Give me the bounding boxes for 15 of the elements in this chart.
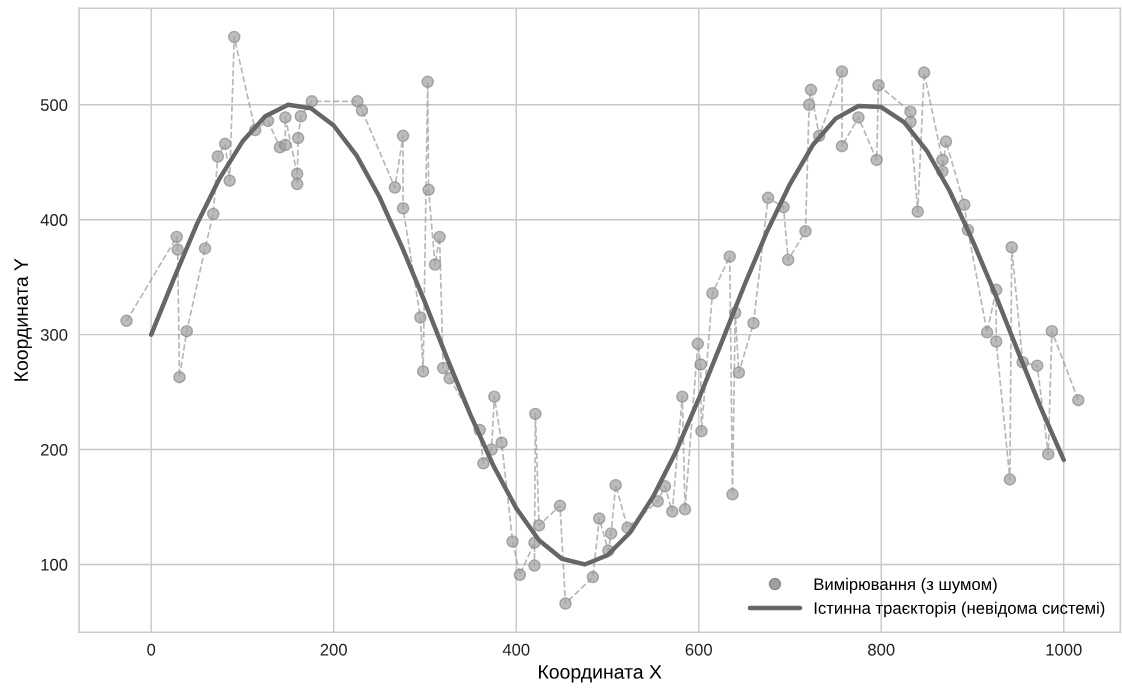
x-tick-label: 800 — [868, 643, 895, 656]
x-tick-label: 1000 — [1046, 643, 1082, 656]
y-tick-label: 300 — [40, 329, 68, 341]
legend-label: Вимірювання (з шумом) — [814, 577, 997, 594]
y-tick-label: 500 — [40, 99, 68, 111]
y-tick-label: 200 — [41, 443, 68, 456]
x-tick-label: 400 — [502, 643, 530, 656]
x-tick-label: 0 — [147, 643, 156, 656]
x-tick-label: 600 — [685, 643, 712, 656]
y-axis-title: Координата Y — [14, 258, 32, 381]
y-tick-label: 400 — [40, 214, 68, 226]
y-tick-label: 100 — [41, 558, 68, 571]
legend-label: Істинна траєкторія (невідома системі) — [814, 601, 1105, 618]
x-axis-title: Координата X — [539, 665, 662, 683]
x-tick-label: 200 — [320, 643, 347, 656]
